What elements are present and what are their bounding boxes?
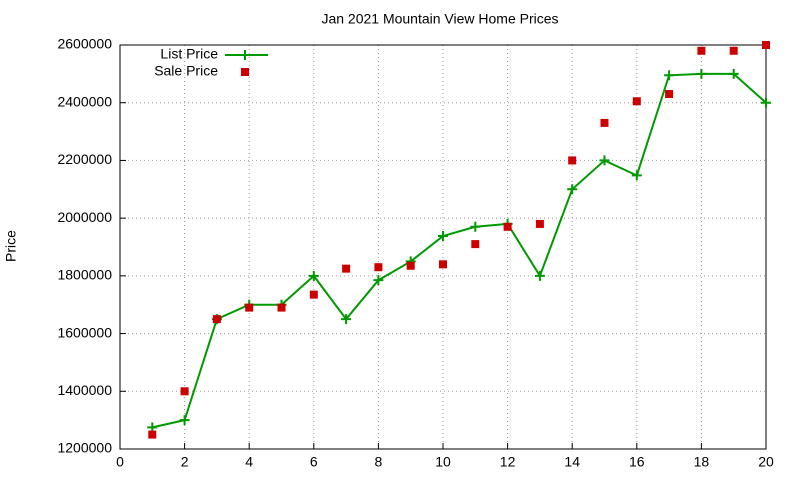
legend-marker — [241, 68, 249, 76]
data-point — [567, 184, 578, 195]
legend-label: Sale Price — [154, 63, 218, 79]
x-tick-label: 6 — [310, 454, 318, 470]
y-tick-label: 2000000 — [57, 209, 112, 225]
data-point — [471, 240, 480, 249]
data-point — [696, 68, 707, 79]
x-tick-label: 8 — [375, 454, 383, 470]
data-point — [600, 118, 609, 127]
data-point — [729, 46, 738, 55]
x-tick-label: 2 — [181, 454, 189, 470]
data-point — [664, 70, 675, 81]
x-tick-label: 16 — [629, 454, 645, 470]
data-point — [631, 170, 642, 181]
data-point — [503, 222, 512, 231]
x-tick-label: 18 — [694, 454, 710, 470]
series-line — [152, 72, 767, 429]
data-point — [341, 314, 352, 325]
data-point — [470, 221, 481, 232]
data-point — [534, 270, 545, 281]
data-point — [439, 260, 447, 269]
data-point — [179, 415, 190, 426]
x-tick-label: 4 — [245, 454, 253, 470]
data-point — [665, 90, 674, 99]
y-tick-label: 1800000 — [57, 267, 112, 283]
data-point — [373, 275, 384, 286]
data-point — [599, 155, 610, 166]
y-tick-label: 1400000 — [57, 382, 112, 398]
x-tick-label: 20 — [758, 454, 774, 470]
y-tick-label: 1200000 — [57, 440, 112, 456]
data-point — [245, 303, 254, 312]
y-tick-label: 2600000 — [57, 36, 112, 52]
data-point — [180, 387, 189, 396]
data-point — [697, 46, 706, 55]
plot-border — [119, 44, 767, 450]
data-point — [308, 270, 319, 281]
legend-label: List Price — [160, 46, 218, 62]
data-point — [212, 315, 221, 324]
data-point — [728, 68, 739, 79]
data-point — [438, 231, 448, 242]
data-point — [342, 264, 351, 273]
x-tick-label: 0 — [116, 454, 124, 470]
x-tick-label: 14 — [564, 454, 580, 470]
y-tick-label: 2400000 — [57, 93, 112, 109]
data-point — [277, 303, 286, 312]
x-tick-label: 10 — [435, 454, 451, 470]
y-tick-label: 2200000 — [57, 151, 112, 167]
data-point — [568, 156, 577, 165]
y-axis-label: Price — [3, 230, 19, 262]
data-point — [762, 41, 770, 49]
y-tick-label: 1600000 — [57, 324, 112, 340]
data-point — [632, 97, 641, 106]
data-point — [535, 219, 544, 228]
x-tick-label: 12 — [500, 454, 516, 470]
data-point — [148, 430, 157, 439]
data-point — [406, 261, 415, 270]
data-point — [309, 290, 318, 299]
data-point — [761, 97, 771, 108]
data-point — [374, 263, 383, 272]
chart-title: Jan 2021 Mountain View Home Prices — [321, 11, 558, 27]
legend-marker — [240, 50, 250, 60]
